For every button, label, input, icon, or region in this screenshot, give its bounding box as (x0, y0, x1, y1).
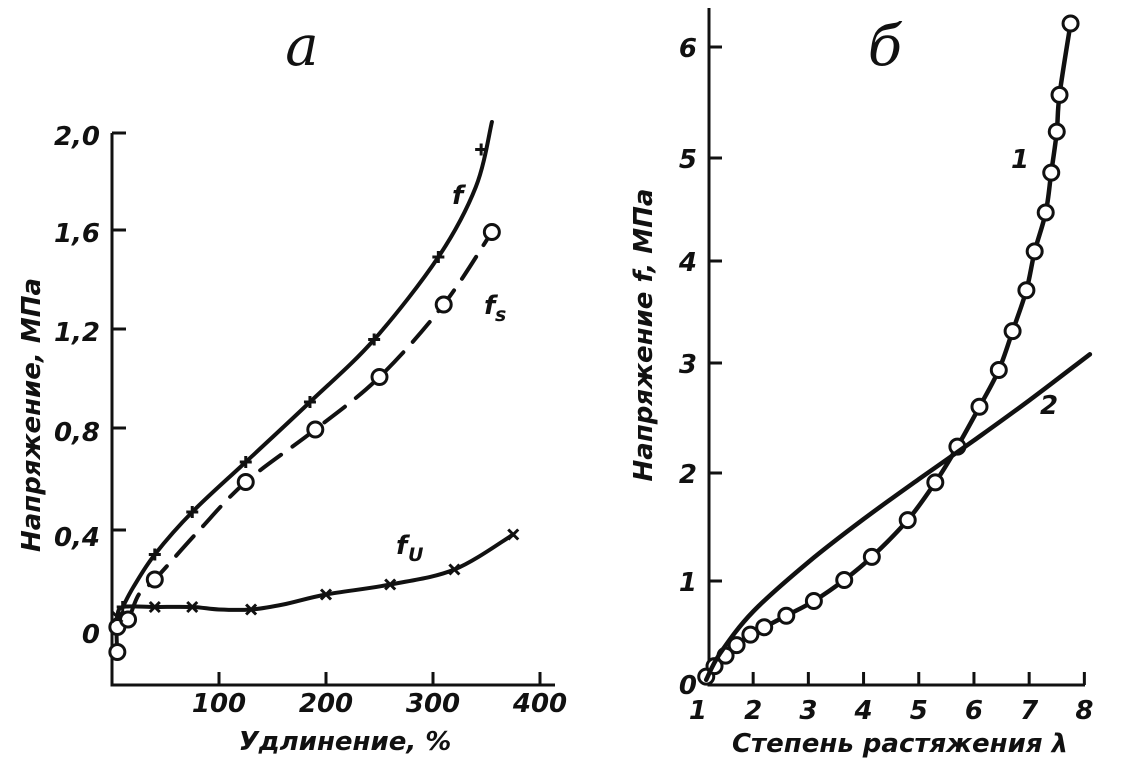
panel-a-x-tick-label: 100 (192, 689, 246, 719)
data-point-fu (148, 600, 161, 614)
series-label-fu: f U (396, 531, 424, 566)
panel-a-y-tick-label: 0,8 (54, 418, 100, 448)
panel-a-series (108, 120, 520, 661)
series-label-fu-main: f (396, 531, 411, 561)
data-point-1 (835, 571, 854, 589)
data-point-f (303, 396, 316, 408)
panel-b-x-tick-label: 6 (965, 696, 983, 726)
series-label-fs: f s (484, 291, 506, 326)
panel-b-series (697, 14, 1093, 686)
data-point-1 (755, 618, 774, 637)
series-label-fs-main: f (484, 291, 499, 321)
series-label-f: f (452, 181, 467, 211)
panel-a-x-tick-label: 200 (299, 689, 353, 719)
panel-b-title: б (868, 14, 903, 79)
panel-a-y-tick-label: 0,4 (54, 523, 100, 553)
panel-b-y-ticks: 0 1 2 3 4 5 6 (678, 34, 722, 701)
panel-a-y-axis-label: Напряжение, МПа (17, 278, 47, 552)
panel-a-x-tick-label: 300 (406, 689, 460, 719)
panel-a-y-tick-label: 0 (82, 620, 100, 650)
data-point-1 (804, 592, 823, 610)
panel-b-y-tick-label: 0 (679, 671, 697, 701)
data-point-f (148, 548, 161, 561)
data-point-1 (1036, 203, 1055, 222)
data-point-fs (306, 420, 325, 439)
data-point-fs (108, 643, 127, 661)
series-line-f (120, 120, 494, 609)
data-point-f (368, 333, 381, 346)
panel-b-x-axis-label: Степень растяжения λ (732, 729, 1068, 759)
data-point-fu (245, 603, 258, 616)
panel-a-y-tick-label: 1,2 (54, 318, 100, 348)
panel-a-x-tick-label: 400 (512, 689, 567, 719)
data-point-1 (970, 397, 989, 416)
panel-a-title: a (285, 14, 318, 79)
series-label-fu-subscript: U (408, 544, 424, 566)
panel-b-x-tick-label: 8 (1075, 696, 1093, 726)
data-point-1 (926, 473, 945, 492)
data-point-fs (119, 610, 138, 629)
data-point-f (239, 456, 252, 468)
data-point-fu (319, 588, 333, 601)
panel-b-x-ticks: 1 2 3 4 5 6 7 8 (689, 672, 1093, 726)
panel-b-y-tick-label: 6 (679, 34, 697, 64)
panel-b: б 0 1 2 3 4 5 6 1 2 3 4 5 6 7 8 Степень растяже… (629, 8, 1093, 759)
data-point-f (475, 143, 488, 156)
panel-b-axes (707, 8, 1085, 687)
panel-a-y-tick-label: 1,6 (54, 219, 100, 249)
panel-b-y-tick-label: 3 (679, 350, 697, 380)
series-line-fu (115, 532, 516, 619)
data-point-1 (1025, 242, 1044, 261)
panel-b-x-tick-label: 7 (1020, 696, 1039, 726)
panel-a: a 0 0,4 0,8 1,2 1,6 2,0 100 200 300 400 … (17, 14, 567, 757)
data-point-fu (448, 563, 461, 576)
panel-b-x-tick-label: 1 (689, 696, 707, 726)
series-label-2: 2 (1040, 391, 1058, 421)
data-point-1 (862, 547, 881, 566)
data-point-f (186, 506, 199, 518)
panel-b-y-tick-label: 1 (679, 568, 697, 598)
panel-a-x-axis-label: Удлинение, % (239, 727, 452, 757)
data-point-1 (741, 625, 760, 644)
panel-a-y-tick-label: 2,0 (54, 122, 100, 152)
panel-a-x-ticks: 100 200 300 400 (192, 672, 567, 719)
panel-b-y-tick-label: 5 (679, 145, 697, 175)
panel-b-x-tick-label: 3 (799, 696, 817, 726)
data-point-1 (1061, 14, 1080, 33)
series-label-1: 1 (1011, 145, 1029, 175)
data-point-fs (145, 570, 164, 589)
panel-a-axes (110, 133, 555, 687)
data-point-1 (1047, 122, 1066, 141)
panel-b-x-tick-label: 4 (854, 696, 873, 726)
data-point-fs (236, 473, 255, 491)
panel-b-y-tick-label: 2 (679, 460, 697, 490)
data-point-1 (1017, 281, 1036, 300)
series-line-fs (114, 230, 494, 654)
panel-b-x-tick-label: 2 (744, 696, 762, 726)
data-point-1 (898, 511, 917, 530)
data-point-1 (1050, 85, 1069, 104)
panel-a-y-ticks: 0 0,4 0,8 1,2 1,6 2,0 (54, 122, 126, 650)
series-line-2 (703, 352, 1093, 683)
data-point-1 (727, 636, 746, 655)
data-point-fu (507, 528, 520, 541)
data-point-1 (777, 606, 796, 625)
panel-b-y-axis-label: Напряжение f, МПа (629, 189, 659, 482)
panel-b-y-tick-label: 4 (678, 248, 697, 278)
data-point-1 (1003, 322, 1022, 341)
data-point-fs (482, 223, 501, 241)
series-label-fs-subscript: s (495, 304, 506, 326)
data-point-fs (434, 295, 453, 314)
panel-b-x-tick-label: 5 (910, 696, 928, 726)
data-point-f (432, 251, 445, 263)
series-line-1 (703, 21, 1073, 679)
data-point-1 (989, 361, 1008, 379)
data-point-fu (186, 600, 199, 614)
data-point-1 (1042, 163, 1061, 182)
data-point-fs (370, 368, 389, 386)
data-point-fu (111, 610, 124, 624)
data-point-fu (384, 578, 397, 591)
